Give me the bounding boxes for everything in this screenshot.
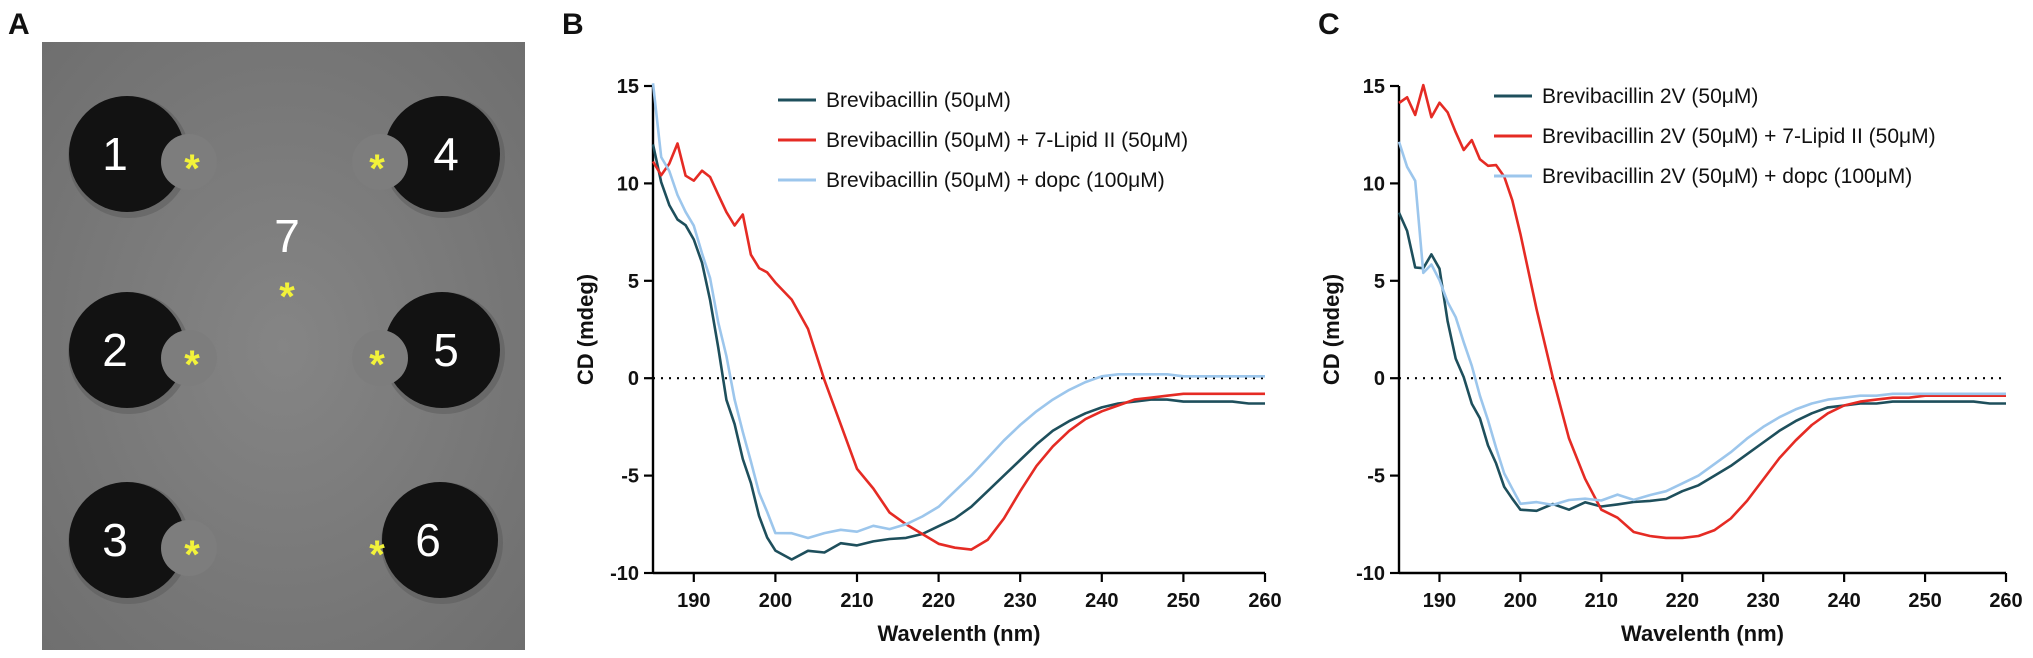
well-3 — [68, 482, 217, 604]
y-tick-label: -10 — [610, 563, 639, 585]
well-6 — [381, 482, 503, 604]
panel-label-a: A — [8, 8, 30, 41]
x-tick-label: 190 — [677, 590, 710, 612]
legend-label-3: Brevibacillin 2V (50μM) + dopc (100μM) — [1542, 165, 1912, 188]
y-tick-label: 5 — [628, 271, 639, 293]
series-line-2 — [1398, 83, 2006, 540]
well-label-3: 3 — [102, 514, 128, 566]
well-marker-4: * — [369, 147, 385, 191]
x-tick-label: 260 — [1989, 590, 2022, 612]
y-tick-label: -5 — [1367, 466, 1385, 488]
well-2 — [68, 292, 217, 414]
y-tick-label: 15 — [1363, 76, 1385, 98]
x-tick-label: 240 — [1827, 590, 1860, 612]
well-1 — [68, 96, 217, 218]
well-label-1: 1 — [102, 128, 128, 180]
x-tick-label: 240 — [1085, 590, 1118, 612]
x-axis-label: Wavelenth (nm) — [1621, 621, 1784, 646]
cd-spectrum-chart-c: -10 -5 0 5 10 15 190 200 210 220 230 240 250 260 Brevi… — [1319, 76, 2023, 646]
x-axis-label: Wavelenth (nm) — [878, 621, 1041, 646]
agar-plate-photo: 1 2 3 4 5 6 7 * * * * * * * — [42, 42, 525, 650]
series-line-3 — [1397, 141, 2006, 507]
x-tick-label: 200 — [759, 590, 792, 612]
series-line-1 — [651, 144, 1265, 561]
y-tick-label: 5 — [1374, 271, 1385, 293]
legend-label-2: Brevibacillin (50μM) + 7-Lipid II (50μM) — [826, 129, 1188, 152]
x-tick-label: 250 — [1908, 590, 1941, 612]
series-line-2 — [651, 142, 1265, 551]
x-tick-label: 200 — [1504, 590, 1537, 612]
y-axis-label: CD (mdeg) — [573, 274, 598, 385]
y-tick-label: -5 — [621, 466, 639, 488]
well-marker-3: * — [184, 533, 200, 577]
y-tick-label: 15 — [617, 76, 639, 98]
legend-label-1: Brevibacillin 2V (50μM) — [1542, 85, 1758, 108]
well-marker-5: * — [369, 343, 385, 387]
well-4 — [352, 96, 505, 218]
center-label-7: 7 — [274, 210, 300, 262]
center-marker-7: * — [279, 275, 295, 319]
well-5 — [352, 292, 505, 414]
y-tick-label: -10 — [1356, 563, 1385, 585]
legend-label-1: Brevibacillin (50μM) — [826, 89, 1011, 112]
well-label-6: 6 — [415, 514, 441, 566]
y-tick-label: 10 — [617, 173, 639, 195]
y-axis-label: CD (mdeg) — [1319, 274, 1344, 385]
well-marker-2: * — [184, 343, 200, 387]
cd-spectrum-chart-b: -10 -5 0 5 10 15 190 200 210 220 230 240 250 260 Brevi… — [573, 76, 1282, 646]
x-tick-label: 230 — [1747, 590, 1780, 612]
y-tick-label: 10 — [1363, 173, 1385, 195]
legend-label-2: Brevibacillin 2V (50μM) + 7-Lipid II (50… — [1542, 125, 1936, 148]
series-line-3 — [651, 83, 1265, 540]
panel-label-c: C — [1318, 8, 1340, 41]
well-label-4: 4 — [433, 128, 459, 180]
well-label-2: 2 — [102, 324, 128, 376]
x-tick-label: 250 — [1167, 590, 1200, 612]
x-tick-label: 220 — [922, 590, 955, 612]
well-label-5: 5 — [433, 324, 459, 376]
y-tick-label: 0 — [628, 368, 639, 390]
x-tick-label: 190 — [1423, 590, 1456, 612]
x-tick-label: 230 — [1004, 590, 1037, 612]
x-tick-label: 220 — [1666, 590, 1699, 612]
y-tick-label: 0 — [1374, 368, 1385, 390]
well-marker-6: * — [369, 533, 385, 577]
series-line-1 — [1397, 212, 2006, 513]
panel-label-b: B — [562, 8, 584, 41]
well-marker-1: * — [184, 147, 200, 191]
x-tick-label: 210 — [1585, 590, 1618, 612]
x-tick-label: 260 — [1248, 590, 1281, 612]
x-tick-label: 210 — [840, 590, 873, 612]
legend-label-3: Brevibacillin (50μM) + dopc (100μM) — [826, 169, 1165, 192]
